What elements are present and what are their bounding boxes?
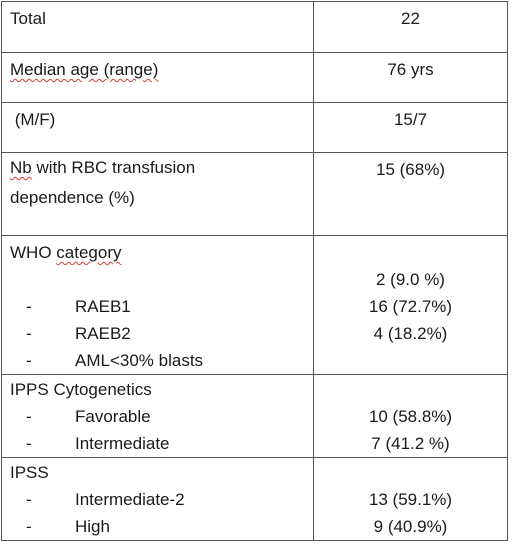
- sub-item: - RAEB2: [10, 320, 313, 347]
- sub-item-label: Favorable: [75, 407, 151, 426]
- value-cell: 15/7: [313, 102, 508, 153]
- sub-item: - High: [10, 513, 313, 540]
- sub-item-label: High: [75, 517, 110, 536]
- row-label: Median age (range): [10, 53, 313, 83]
- value-cell: 10 (58.8%) 7 (41.2 %): [313, 374, 508, 458]
- row-label-rest: with RBC transfusion: [31, 158, 196, 177]
- row-label-text: WHO: [10, 243, 57, 262]
- value-cell: 15 (68%): [313, 152, 508, 236]
- row-label-text: Median age (range): [10, 60, 159, 79]
- sub-value: 7 (41.2 %): [371, 434, 450, 453]
- sub-item-label: RAEB1: [75, 297, 131, 316]
- table-row: Nb with RBC transfusion dependence (%) 15…: [1, 152, 508, 236]
- bullet-dash: -: [26, 517, 32, 536]
- value-cell: 13 (59.1%) 9 (40.9%): [313, 457, 508, 541]
- table-row: IPSS - Intermediate-2 - High 13 (59.1%) 9 …: [1, 457, 508, 541]
- sub-value: 13 (59.1%): [368, 490, 453, 509]
- row-label: WHO category: [10, 239, 313, 266]
- sub-item: - Intermediate-2: [10, 486, 313, 513]
- label-cell: Total: [1, 1, 314, 53]
- label-cell: IPSS - Intermediate-2 - High: [1, 457, 314, 541]
- table-row: WHO category - RAEB1 - RAEB2 - AML<30% blas…: [1, 235, 508, 375]
- row-label: (M/F): [10, 110, 56, 129]
- patient-characteristics-table: Total 22 Median age (range) 76 yrs (M/F)…: [1, 1, 508, 541]
- sub-item: - Favorable: [10, 403, 313, 430]
- row-value: 15/7: [393, 110, 428, 129]
- table-row: (M/F) 15/7: [1, 102, 508, 153]
- value-cell: 76 yrs: [313, 52, 508, 103]
- label-cell: Median age (range): [1, 52, 314, 103]
- label-cell: Nb with RBC transfusion dependence (%): [1, 152, 314, 236]
- row-value: 76 yrs: [387, 60, 434, 79]
- bullet-dash: -: [26, 490, 32, 509]
- label-cell: IPPS Cytogenetics - Favorable - Intermedia…: [1, 374, 314, 458]
- row-value: 22: [401, 9, 420, 28]
- row-label-line2: dependence (%): [10, 188, 135, 207]
- row-label: IPPS Cytogenetics: [10, 380, 152, 399]
- bullet-dash: -: [26, 407, 32, 426]
- sub-item-label: RAEB2: [75, 324, 131, 343]
- row-label: Total: [10, 9, 46, 28]
- table-row: IPPS Cytogenetics - Favorable - Intermedia…: [1, 374, 508, 458]
- value-cell: 22: [313, 1, 508, 53]
- bullet-dash: -: [26, 297, 32, 316]
- bullet-dash: -: [26, 324, 32, 343]
- row-label: IPSS: [10, 463, 49, 482]
- sub-value: 2 (9.0 %): [376, 270, 445, 289]
- sub-item-label: Intermediate-2: [75, 490, 185, 509]
- row-label-abbrev: Nb: [10, 158, 32, 177]
- sub-value: 4 (18.2%): [373, 324, 448, 343]
- sub-item-label: Intermediate: [75, 434, 170, 453]
- sub-item: - RAEB1: [10, 293, 313, 320]
- sub-value: 9 (40.9%): [373, 517, 448, 536]
- sub-value: 10 (58.8%): [368, 407, 453, 426]
- sub-value: 16 (72.7%): [368, 297, 453, 316]
- label-cell: WHO category - RAEB1 - RAEB2 - AML<30% blas…: [1, 235, 314, 375]
- sub-item-label: AML<30% blasts: [75, 351, 204, 370]
- label-cell: (M/F): [1, 102, 314, 153]
- table-row: Total 22: [1, 1, 508, 53]
- bullet-dash: -: [26, 434, 32, 453]
- bullet-dash: -: [26, 351, 32, 370]
- row-value: 15 (68%): [376, 160, 445, 179]
- row-label-underlined: category: [56, 243, 122, 262]
- sub-item: - AML<30% blasts: [10, 347, 313, 374]
- table-row: Median age (range) 76 yrs: [1, 52, 508, 103]
- value-cell: 2 (9.0 %) 16 (72.7%) 4 (18.2%): [313, 235, 508, 375]
- row-label: Nb with RBC transfusion dependence (%): [10, 153, 313, 213]
- sub-item: - Intermediate: [10, 430, 313, 457]
